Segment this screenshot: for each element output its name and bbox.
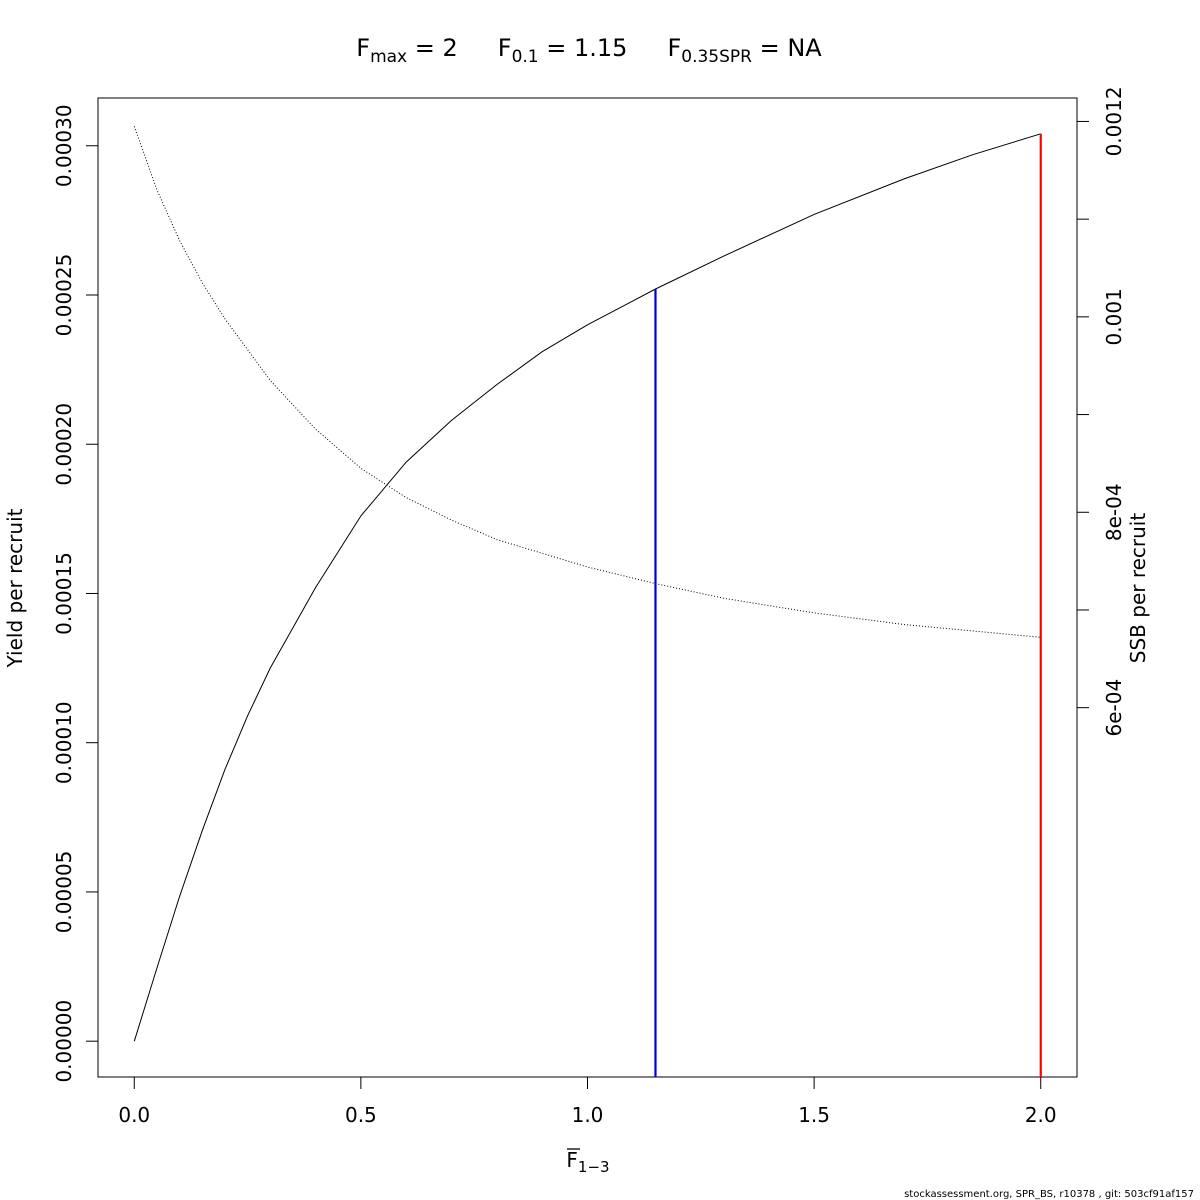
y-left-tick-label: 0.00015 [52, 552, 76, 635]
fspr-sub: 0.35SPR [681, 47, 752, 67]
axes: 0.0 0.5 1.0 1.5 2.0 0.00000 0.00005 0.00010 0.00… [52, 86, 1126, 1127]
chart-title: Fmax = 2 F0.1 = 1.15 F0.35SPR = NA [356, 34, 822, 67]
y-right-tick-label: 6e-04 [1102, 679, 1126, 737]
x-axis-label-sub: 1−3 [578, 1158, 610, 1176]
f01-value: = 1.15 [539, 34, 628, 62]
x-tick-label: 0.0 [118, 1103, 150, 1127]
plot-frame [97, 97, 1078, 1078]
x-tick-label: 0.5 [345, 1103, 377, 1127]
y-right-tick-label: 0.001 [1102, 288, 1126, 345]
footer-note: stockassessment.org, SPR_BS, r10378 , gi… [904, 1189, 1194, 1200]
y-left-tick-label: 0.00005 [52, 851, 76, 934]
y-right-tick-label: 0.0012 [1102, 86, 1126, 156]
f01-sub: 0.1 [512, 47, 539, 67]
y-left-tick-label: 0.00030 [52, 104, 76, 187]
y-left-tick-label: 0.00020 [52, 403, 76, 486]
y-right-tick-label: 8e-04 [1102, 483, 1126, 541]
series-group [133, 126, 1042, 1077]
y-axis-label-right: SSB per recruit [1126, 513, 1150, 664]
ssb-per-recruit-line [133, 126, 1041, 638]
x-tick-label: 1.0 [572, 1103, 604, 1127]
fmax-label: F [356, 34, 370, 62]
fspr-value: = NA [752, 34, 822, 62]
y-left-tick-label: 0.00025 [52, 254, 76, 337]
x-tick-label: 1.5 [798, 1103, 830, 1127]
yield-per-recruit-line [133, 133, 1041, 1042]
y-axis-label-left: Yield per recruit [3, 508, 27, 668]
y-left-tick-label: 0.00010 [52, 701, 76, 784]
fmax-sub: max [370, 47, 407, 67]
x-axis-label: F1−3 [566, 1148, 609, 1176]
y-left-tick-label: 0.00000 [52, 1000, 76, 1083]
fmax-value: = 2 [407, 34, 458, 62]
x-tick-label: 2.0 [1025, 1103, 1057, 1127]
